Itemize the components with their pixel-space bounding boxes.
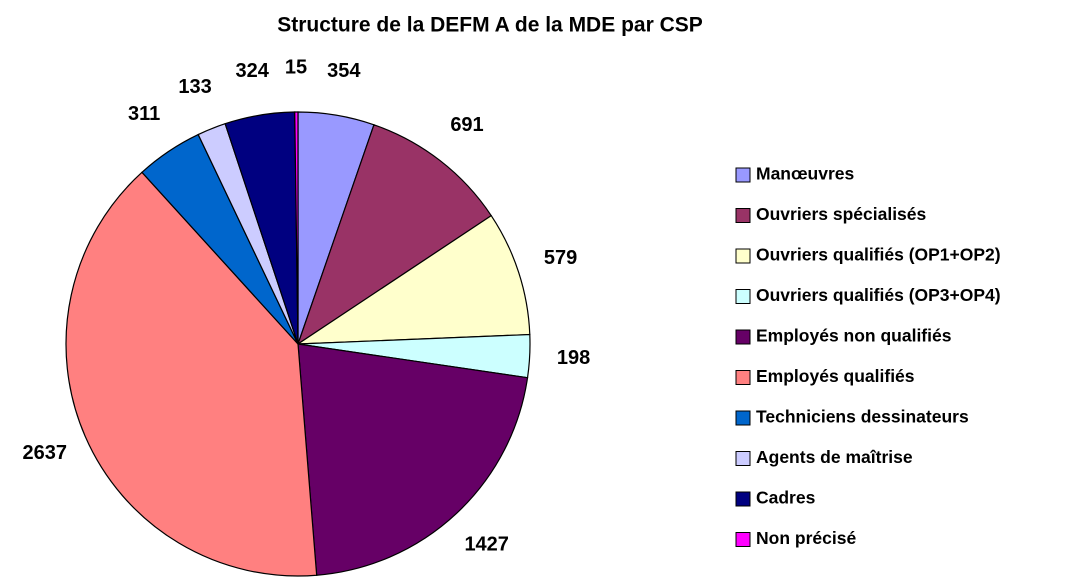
data-label: 579 [544, 247, 577, 269]
legend-swatch [735, 410, 751, 426]
pie-slice [296, 124, 493, 346]
data-label: 311 [128, 103, 160, 125]
legend-swatch [735, 451, 751, 466]
legend-swatch [735, 491, 751, 507]
legend-swatch [735, 248, 751, 264]
legend-label: Employés qualifiés [756, 366, 915, 386]
legend-label: Manœuvres [756, 164, 854, 184]
legend-swatch [735, 167, 751, 183]
legend-swatch [735, 208, 751, 223]
data-label: 324 [235, 60, 269, 82]
legend-swatch [735, 532, 751, 547]
pie-slice [65, 171, 318, 577]
data-label: 1427 [464, 534, 509, 556]
pie-slice [295, 214, 531, 345]
legend-label: Ouvriers qualifiés (OP3+OP4) [756, 285, 1001, 305]
pie-slice [297, 343, 529, 576]
legend-swatch [735, 370, 751, 385]
data-label: 198 [557, 347, 590, 369]
legend-label: Agents de maîtrise [756, 447, 913, 467]
pie-slice [294, 111, 299, 345]
legend-label: Non précisé [756, 528, 856, 548]
legend-label: Cadres [756, 488, 816, 508]
legend-swatch [735, 329, 751, 345]
data-label: 691 [450, 114, 483, 136]
legend-label: Ouvriers spécialisés [756, 204, 927, 224]
legend-swatch [735, 289, 751, 304]
data-label: 2637 [23, 442, 68, 464]
legend-label: Techniciens dessinateurs [756, 407, 969, 427]
data-label: 133 [178, 76, 211, 98]
legend-label: Ouvriers qualifiés (OP1+OP2) [756, 245, 1001, 265]
legend-label: Employés non qualifiés [756, 326, 952, 346]
data-label: 354 [327, 60, 361, 82]
chart-title: Structure de la DEFM A de la MDE par CSP [277, 14, 703, 37]
data-label: 15 [285, 56, 307, 78]
